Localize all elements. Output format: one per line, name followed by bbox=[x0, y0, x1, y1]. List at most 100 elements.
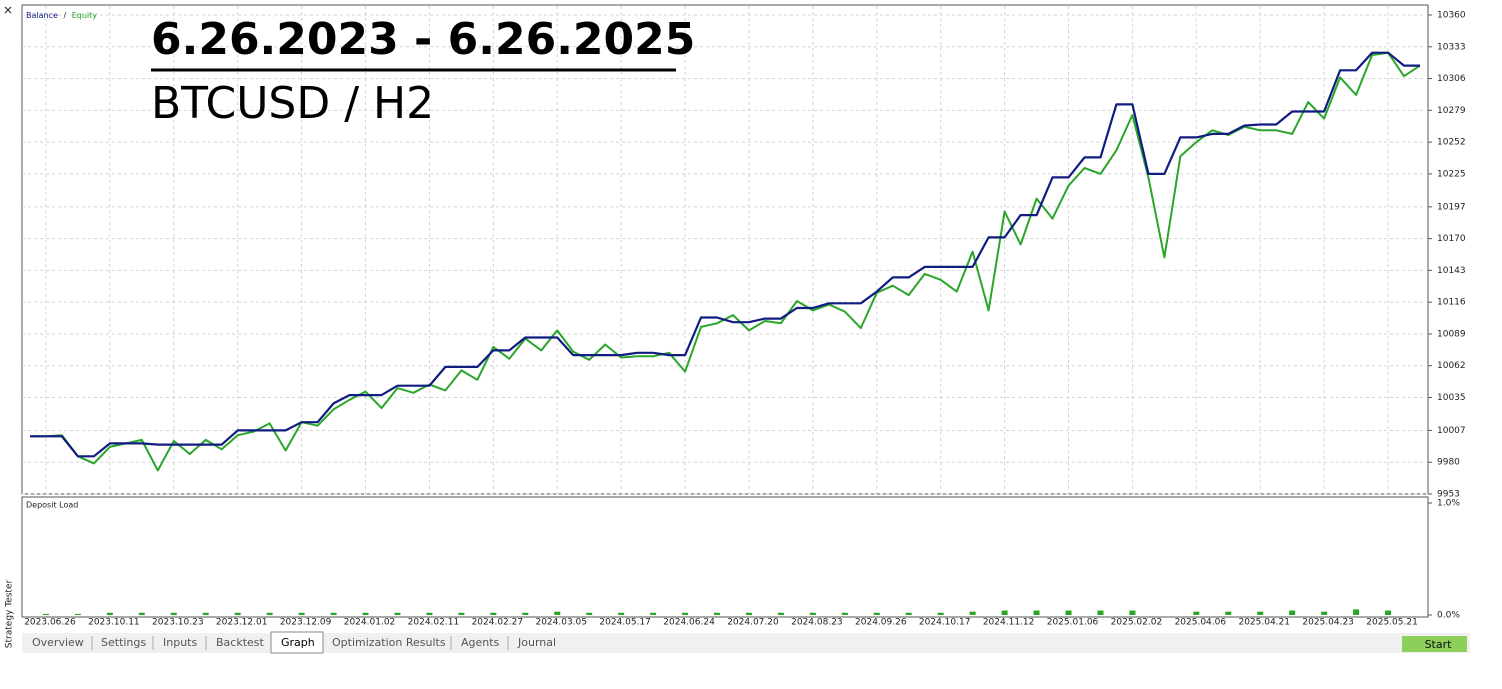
bar bbox=[394, 612, 401, 615]
bar bbox=[138, 612, 145, 615]
bar bbox=[1129, 610, 1136, 615]
y-tick-label: 10062 bbox=[1437, 361, 1466, 371]
bar bbox=[234, 612, 241, 615]
bar bbox=[586, 612, 593, 615]
bar bbox=[1065, 610, 1072, 615]
tab-selected-bg bbox=[270, 631, 324, 654]
bar bbox=[745, 612, 752, 615]
legend: Balance / Equity bbox=[26, 11, 97, 20]
tab[interactable]: Overview bbox=[32, 636, 84, 649]
bar bbox=[458, 612, 465, 615]
bar bbox=[618, 612, 625, 615]
y-tick-label: 10225 bbox=[1437, 169, 1466, 179]
y-tick-label: 10007 bbox=[1437, 426, 1466, 436]
deposit-panel bbox=[21, 496, 1429, 618]
bar bbox=[937, 612, 944, 615]
y-tick-label: 10170 bbox=[1437, 234, 1466, 244]
y-tick-label: 10360 bbox=[1437, 11, 1466, 21]
x-tick-label: 2025.02.02 bbox=[1111, 618, 1163, 628]
y-tick-label: 10279 bbox=[1437, 106, 1466, 116]
bar bbox=[298, 612, 305, 615]
bar bbox=[650, 612, 657, 615]
bar bbox=[1353, 609, 1360, 615]
x-tick-label: 2024.08.23 bbox=[791, 618, 843, 628]
bar bbox=[1257, 611, 1264, 615]
tab[interactable]: Journal bbox=[517, 636, 556, 649]
tab[interactable]: Optimization Results bbox=[332, 636, 446, 649]
y-tick-label: 10306 bbox=[1437, 74, 1466, 84]
y-tick-label: 10252 bbox=[1437, 138, 1466, 148]
x-tick-label: 2024.03.05 bbox=[535, 618, 587, 628]
bar bbox=[905, 612, 912, 615]
bar bbox=[714, 612, 721, 615]
x-tick-label: 2024.11.12 bbox=[983, 618, 1035, 628]
y-tick-label: 10333 bbox=[1437, 42, 1466, 52]
x-tick-label: 2025.04.23 bbox=[1302, 618, 1354, 628]
tab[interactable]: Agents bbox=[461, 636, 500, 649]
bar bbox=[74, 613, 81, 615]
x-tick-label: 2024.07.20 bbox=[727, 618, 779, 628]
y-tick-label: 9980 bbox=[1437, 458, 1460, 468]
bar bbox=[1321, 611, 1328, 615]
bar bbox=[490, 612, 497, 615]
bar bbox=[426, 612, 433, 615]
x-tick-label: 2024.01.02 bbox=[344, 618, 396, 628]
panel-title: Deposit Load bbox=[26, 501, 78, 510]
x-tick-label: 2024.09.26 bbox=[855, 618, 907, 628]
tab[interactable]: Inputs bbox=[163, 636, 197, 649]
bar bbox=[202, 612, 209, 615]
bar bbox=[809, 612, 816, 615]
date-range: 6.26.2023 - 6.26.2025 bbox=[151, 14, 695, 65]
bar bbox=[522, 612, 529, 615]
legend-entry: Equity bbox=[72, 11, 98, 20]
symbol: BTCUSD / H2 bbox=[151, 78, 434, 129]
bar bbox=[682, 612, 689, 615]
side-label: Strategy Tester bbox=[5, 580, 15, 649]
bar bbox=[554, 611, 561, 615]
x-tick-label: 2023.10.23 bbox=[152, 618, 204, 628]
bar bbox=[1289, 610, 1296, 615]
x-tick-label: 2024.02.27 bbox=[472, 618, 524, 628]
legend-separator: / bbox=[63, 11, 66, 20]
x-tick-label: 2023.12.01 bbox=[216, 618, 268, 628]
tab[interactable]: Settings bbox=[101, 636, 146, 649]
x-tick-label: 2024.06.24 bbox=[663, 618, 715, 628]
x-tick-label: 2025.05.21 bbox=[1366, 618, 1418, 628]
tab[interactable]: Backtest bbox=[216, 636, 265, 649]
bar bbox=[1193, 611, 1200, 615]
x-tick-label: 2025.04.21 bbox=[1238, 618, 1290, 628]
bar bbox=[1001, 610, 1008, 615]
x-tick-label: 2023.12.09 bbox=[280, 618, 332, 628]
close-icon[interactable] bbox=[4, 6, 12, 14]
bar bbox=[969, 611, 976, 615]
y-tick-label: 10116 bbox=[1437, 298, 1466, 308]
series-line bbox=[30, 51, 1420, 458]
start-label[interactable]: Start bbox=[1425, 638, 1453, 651]
tab-selected[interactable]: Graph bbox=[281, 636, 315, 649]
x-tick-label: 2025.04.06 bbox=[1175, 618, 1227, 628]
bar bbox=[330, 612, 337, 615]
bar bbox=[170, 612, 177, 615]
marks-layer bbox=[30, 51, 1421, 615]
y-tick-label: 10035 bbox=[1437, 393, 1466, 403]
bar bbox=[266, 612, 273, 615]
x-tick-label: 2025.01.06 bbox=[1047, 618, 1099, 628]
y-tick-label: 9953 bbox=[1437, 490, 1460, 500]
bar bbox=[1225, 611, 1232, 615]
x-tick-label: 2024.05.17 bbox=[599, 618, 651, 628]
bar bbox=[841, 612, 848, 615]
legend-entry: Balance bbox=[26, 11, 58, 20]
bar bbox=[873, 612, 880, 615]
start-button[interactable] bbox=[1402, 636, 1467, 652]
x-tick-label: 2023.10.11 bbox=[88, 618, 140, 628]
bar bbox=[106, 612, 113, 615]
bar bbox=[777, 612, 784, 615]
y-tick-label: 10143 bbox=[1437, 266, 1466, 276]
y-tick-label: 10089 bbox=[1437, 329, 1466, 339]
tab-bar bbox=[22, 633, 1470, 653]
x-tick-label: 2023.06.26 bbox=[24, 618, 76, 628]
x-tick-label: 2024.10.17 bbox=[919, 618, 971, 628]
grid-layer bbox=[22, 6, 1428, 495]
